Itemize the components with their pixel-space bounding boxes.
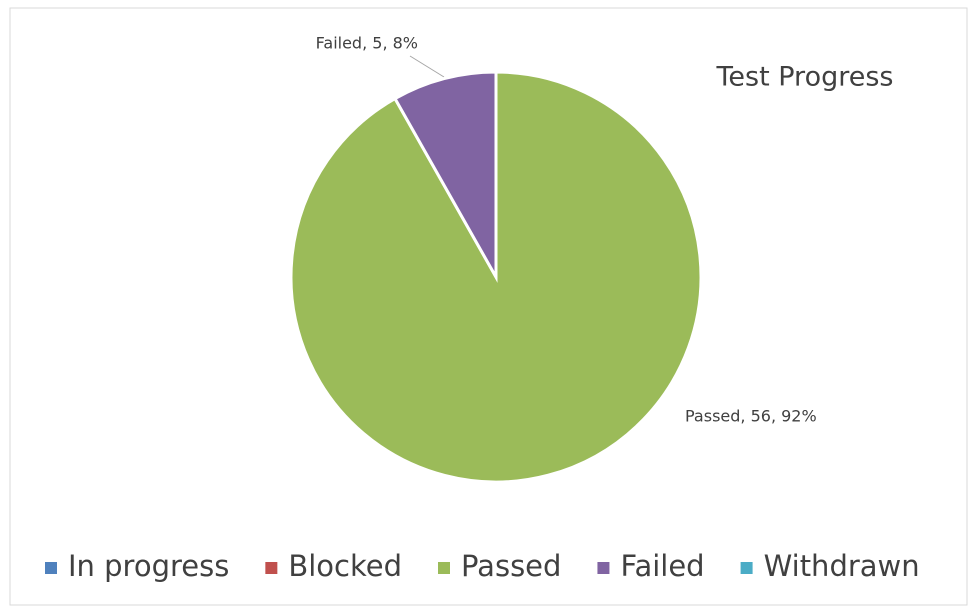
leader-line <box>409 55 445 78</box>
legend-marker <box>45 562 57 574</box>
legend-label: Withdrawn <box>764 549 920 583</box>
data-label: Passed, 56, 92% <box>685 407 817 426</box>
legend-marker <box>740 562 753 574</box>
legend-marker <box>438 562 450 574</box>
legend-marker <box>597 562 610 574</box>
legend-marker <box>265 562 278 574</box>
chart-title: Test Progress <box>716 62 894 93</box>
pie-slice <box>392 70 498 283</box>
legend-label: Passed <box>461 549 561 583</box>
legend-label: In progress <box>68 549 229 583</box>
data-label: Failed, 5, 8% <box>316 34 418 53</box>
legend-label: Blocked <box>288 549 402 583</box>
legend-label: Failed <box>620 549 704 583</box>
